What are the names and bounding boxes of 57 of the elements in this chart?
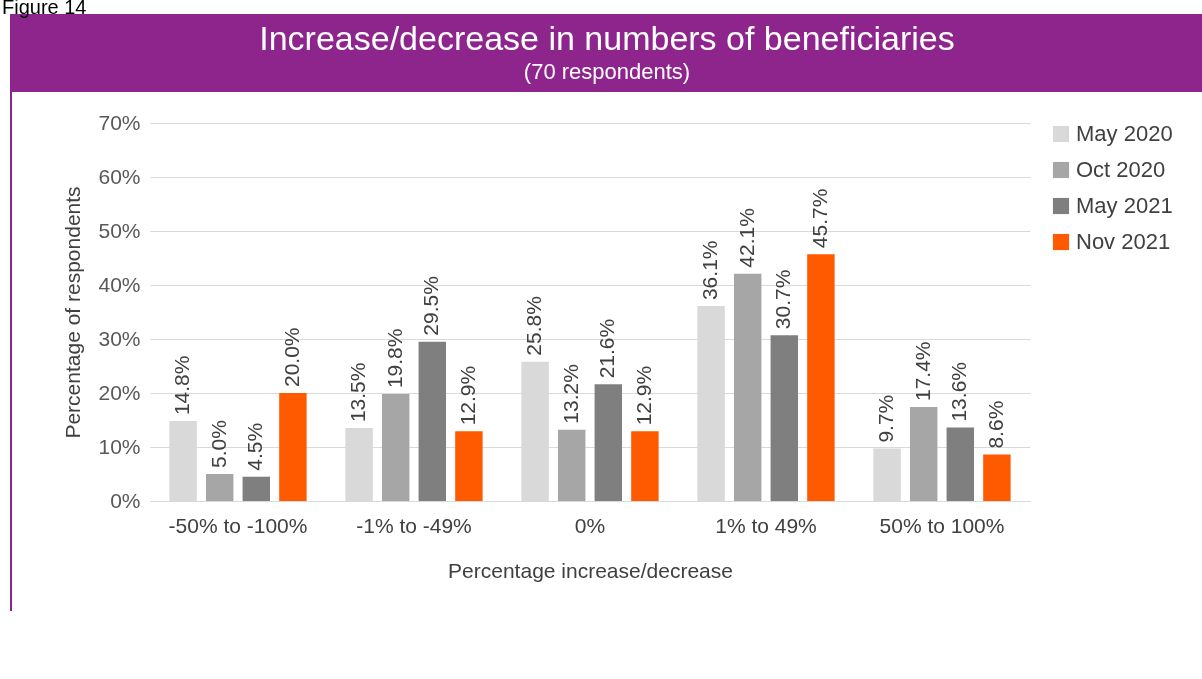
data-label: 5.0% xyxy=(206,420,230,468)
data-label: 13.6% xyxy=(947,362,971,422)
caption: Figure 14 xyxy=(1,0,88,18)
data-label: 8.6% xyxy=(983,400,1007,449)
y-tick-label: 40% xyxy=(98,272,141,296)
legend-label: Oct 2020 xyxy=(1076,157,1166,182)
bar xyxy=(279,393,307,501)
bar xyxy=(983,454,1011,501)
bar xyxy=(733,273,762,501)
x-tick-label: -1% to -49% xyxy=(356,513,472,537)
x-tick-label: 1% to 49% xyxy=(715,513,817,537)
data-label: 17.4% xyxy=(910,341,934,402)
y-tick-label: 50% xyxy=(98,218,141,242)
y-axis-title: Percentage of respondents xyxy=(61,186,85,439)
data-label: 20.0% xyxy=(279,327,303,387)
chart-title: Increase/decrease in numbers of beneficiaries xyxy=(258,18,956,58)
bar xyxy=(807,254,835,501)
legend-label: May 2020 xyxy=(1076,121,1173,146)
data-label: 9.7% xyxy=(874,394,898,443)
data-label: 30.7% xyxy=(771,269,795,330)
data-label: 42.1% xyxy=(734,208,758,268)
y-tick-label: 0% xyxy=(110,488,141,512)
bar xyxy=(770,335,799,501)
bar xyxy=(557,429,586,501)
bar xyxy=(242,476,271,501)
data-label: 4.5% xyxy=(243,422,267,471)
data-label: 36.1% xyxy=(698,240,722,301)
chart-subtitle: (70 respondents) xyxy=(522,58,692,86)
x-tick-label: 50% to 100% xyxy=(879,513,1005,537)
data-label: 13.5% xyxy=(346,362,370,423)
x-axis-title: Percentage increase/decrease xyxy=(448,558,733,582)
y-tick-label: 10% xyxy=(98,434,141,458)
data-label: 29.5% xyxy=(419,276,443,336)
bar xyxy=(381,394,410,501)
data-label: 12.9% xyxy=(455,365,479,426)
x-tick-label: -50% to -100% xyxy=(168,513,308,537)
bar xyxy=(205,474,234,501)
data-label: 14.8% xyxy=(170,355,194,416)
y-tick-label: 60% xyxy=(98,164,141,188)
bar xyxy=(418,341,447,501)
data-label: 25.8% xyxy=(522,296,546,356)
x-tick-label: 0% xyxy=(574,513,606,537)
legend-label: May 2021 xyxy=(1076,193,1173,218)
bar xyxy=(909,407,938,501)
data-label: 45.7% xyxy=(807,188,831,249)
legend-label: Nov 2021 xyxy=(1076,229,1171,254)
bar xyxy=(631,431,659,501)
data-label: 12.9% xyxy=(631,365,655,426)
bar xyxy=(946,427,975,501)
y-tick-label: 20% xyxy=(98,380,141,404)
data-label: 13.2% xyxy=(558,364,582,424)
y-tick-label: 30% xyxy=(98,326,141,350)
bar xyxy=(594,384,623,501)
y-tick-label: 70% xyxy=(98,110,141,134)
bar xyxy=(455,431,483,501)
data-label: 21.6% xyxy=(595,318,619,379)
data-label: 19.8% xyxy=(382,328,406,389)
